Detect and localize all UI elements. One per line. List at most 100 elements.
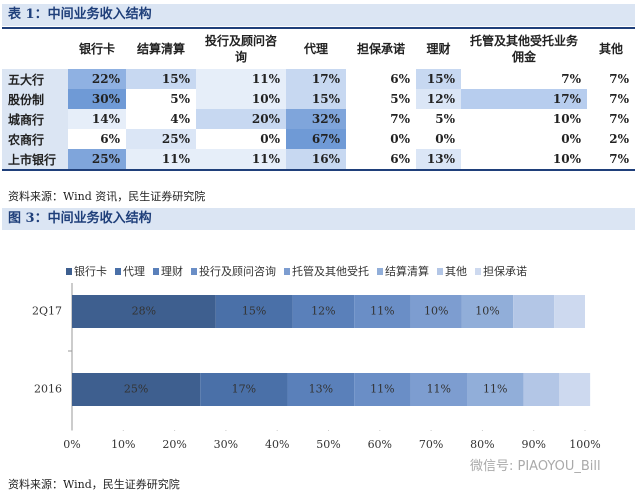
table-cell: 17%	[286, 69, 346, 89]
bar-segment	[292, 295, 355, 328]
value-label: 11%	[427, 383, 451, 396]
legend-swatch	[191, 268, 197, 275]
table-cell: 12%	[416, 89, 461, 109]
table-cell: 30%	[68, 89, 126, 109]
table-cell: 6%	[346, 149, 416, 170]
column-header: 投行及顾问咨询	[204, 34, 277, 64]
table-cell: 7%	[587, 89, 635, 109]
table-row: 上市银行 25% 11% 11% 16% 6% 13% 10% 7%	[2, 149, 635, 170]
legend-label: 投行及顾问咨询	[199, 264, 276, 278]
table-cell: 13%	[416, 149, 461, 170]
table-cell: 15%	[416, 69, 461, 89]
table-cell: 20%	[196, 109, 286, 129]
row-label: 上市银行	[2, 149, 68, 170]
table-cell: 7%	[587, 69, 635, 89]
table-cell: 11%	[126, 149, 196, 170]
table-cell: 15%	[126, 69, 196, 89]
legend-label: 其他	[445, 265, 467, 278]
legend-label: 银行卡	[74, 264, 107, 278]
x-tick-label: 0%	[63, 438, 80, 451]
table-cell: 0%	[416, 129, 461, 149]
table-cell: 5%	[126, 89, 196, 109]
table-cell: 7%	[346, 109, 416, 129]
row-label: 城商行	[2, 109, 68, 129]
value-label: 25%	[124, 383, 148, 396]
bar-segment	[72, 295, 216, 328]
bar-segment	[461, 295, 514, 328]
table-cell: 25%	[126, 129, 196, 149]
table-cell: 14%	[68, 109, 126, 129]
y-tick-label: 2Q17	[32, 305, 62, 318]
bar-segment	[410, 295, 462, 328]
table-cell: 0%	[196, 129, 286, 149]
x-tick-label: 100%	[569, 438, 600, 451]
value-label: 10%	[475, 305, 499, 318]
table-row: 城商行 14% 4% 20% 32% 7% 5% 10% 7%	[2, 109, 635, 129]
bar-segment	[354, 295, 411, 328]
column-header: 理财	[426, 42, 451, 56]
figure-source: 资料来源：Wind，民生证券研究院	[8, 478, 180, 491]
table-cell: 67%	[286, 129, 346, 149]
table-row: 五大行 22% 15% 11% 17% 6% 15% 7% 7%	[2, 69, 635, 89]
x-tick-label: 40%	[265, 438, 289, 451]
x-tick-label: 20%	[162, 438, 186, 451]
table-cell: 2%	[587, 129, 635, 149]
bar-segment	[215, 295, 293, 328]
bar-segment	[554, 295, 585, 328]
legend-label: 托管及其他受托	[292, 264, 369, 278]
value-label: 13%	[309, 383, 333, 396]
watermark: 微信号: PIAOYOU_Bill	[470, 459, 601, 474]
row-label: 农商行	[2, 129, 68, 149]
table-cell: 4%	[126, 109, 196, 129]
value-label: 11%	[370, 383, 394, 396]
bar-segment	[559, 373, 591, 406]
value-label: 28%	[132, 305, 156, 318]
table-cell: 17%	[461, 89, 587, 109]
column-header: 其他	[598, 42, 623, 56]
bar-segment	[523, 373, 560, 406]
table-cell: 7%	[587, 109, 635, 129]
column-header: 托管及其他受托业务佣金	[469, 34, 578, 64]
column-header: 担保承诺	[356, 42, 405, 56]
table-row: 农商行 6% 25% 0% 67% 0% 0% 0% 2%	[2, 129, 635, 149]
table-cell: 7%	[587, 149, 635, 170]
figure-title: 图 3：中间业务收入结构	[2, 208, 635, 230]
x-tick-label: 60%	[368, 438, 392, 451]
column-header: 结算清算	[136, 42, 185, 56]
table-cell: 6%	[346, 69, 416, 89]
table-cell: 11%	[196, 149, 286, 170]
table-cell: 16%	[286, 149, 346, 170]
legend-swatch	[115, 268, 121, 275]
x-tick-label: 90%	[521, 438, 545, 451]
table-title: 表 1：中间业务收入结构	[2, 4, 635, 26]
corner	[2, 28, 68, 69]
table-cell: 22%	[68, 69, 126, 89]
bar-segment	[410, 373, 468, 406]
bar-segment	[467, 373, 524, 406]
value-label: 11%	[483, 383, 507, 396]
bar-segment	[287, 373, 355, 406]
legend-swatch	[377, 268, 383, 275]
value-label: 17%	[232, 383, 256, 396]
value-label: 12%	[311, 305, 335, 318]
legend-swatch	[437, 268, 443, 275]
table-cell: 5%	[346, 89, 416, 109]
table-cell: 10%	[196, 89, 286, 109]
table-cell: 10%	[461, 109, 587, 129]
header-row: 银行卡 结算清算 投行及顾问咨询 代理 担保承诺 理财 托管及其他受托业务佣金 其他	[2, 28, 635, 69]
value-label: 11%	[370, 305, 394, 318]
table-cell: 15%	[286, 89, 346, 109]
column-header: 代理	[303, 42, 328, 56]
table-cell: 7%	[461, 69, 587, 89]
legend-label: 结算清算	[385, 264, 429, 278]
legend-label: 理财	[161, 264, 183, 278]
data-table: 银行卡 结算清算 投行及顾问咨询 代理 担保承诺 理财 托管及其他受托业务佣金 其他 五大行 2…	[2, 27, 635, 171]
row-label: 股份制	[2, 89, 68, 109]
bar-segment	[354, 373, 411, 406]
value-label: 10%	[424, 305, 448, 318]
bar-segment	[513, 295, 555, 328]
legend-swatch	[284, 268, 290, 275]
row-label: 五大行	[2, 69, 68, 89]
bar-segment	[200, 373, 288, 406]
